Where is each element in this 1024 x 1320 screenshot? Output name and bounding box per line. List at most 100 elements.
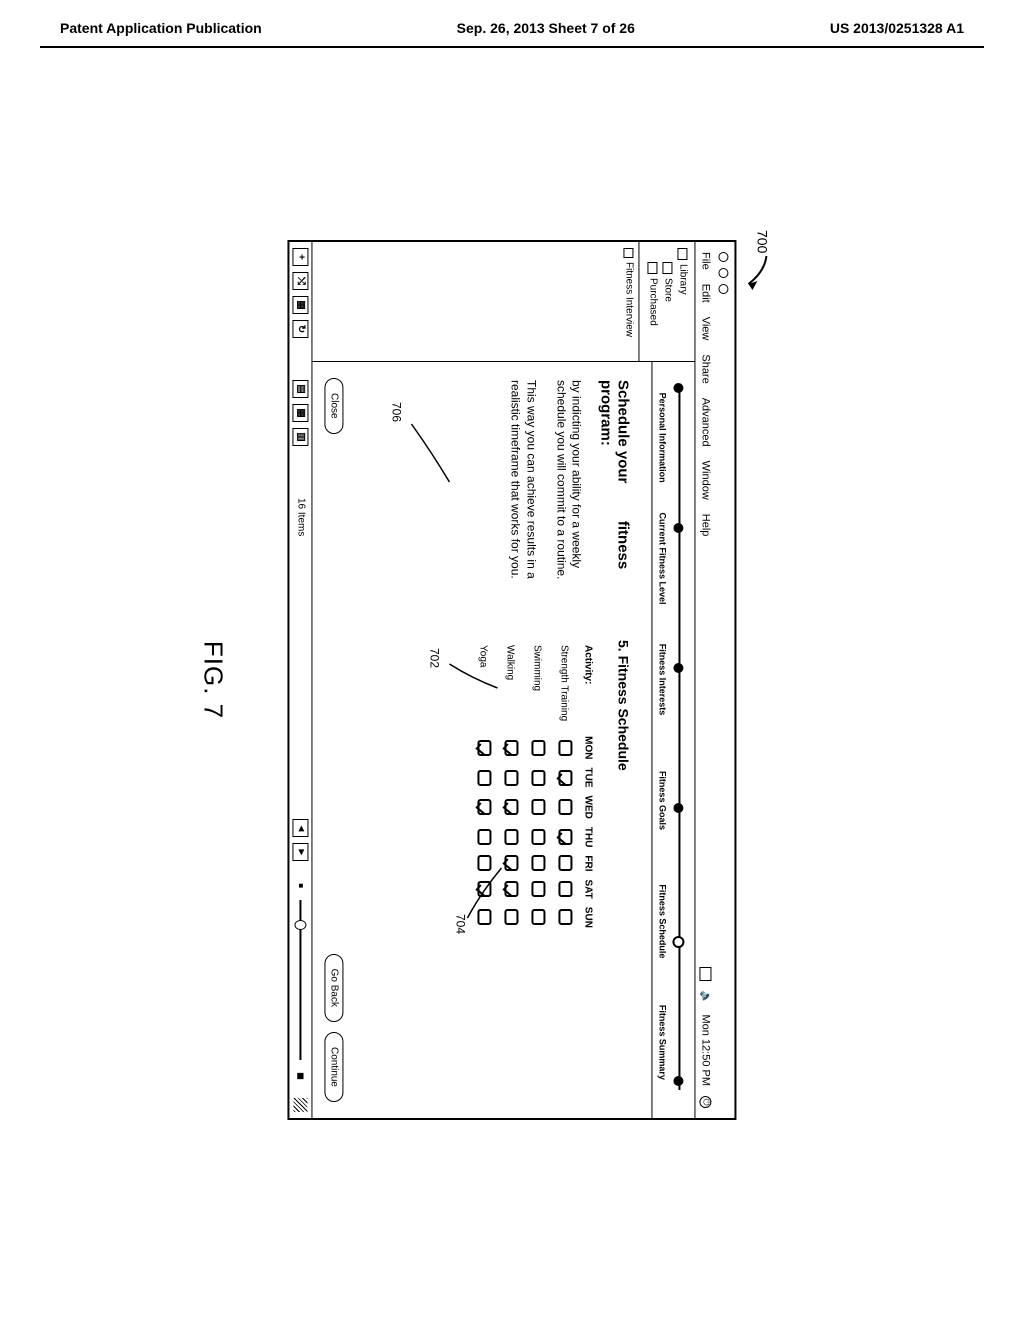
check-cell[interactable] [498, 793, 523, 822]
shuffle-button[interactable]: ⤭ [293, 272, 309, 290]
checkbox-icon[interactable] [505, 829, 519, 845]
window-close-icon[interactable] [718, 252, 728, 262]
view2-button[interactable]: ▦ [293, 404, 309, 422]
step-dot-5-active[interactable] [672, 936, 684, 948]
menu-window[interactable]: Window [700, 461, 712, 500]
check-cell[interactable] [525, 852, 550, 874]
check-cell[interactable] [498, 765, 523, 791]
step-dot-3[interactable] [673, 663, 683, 673]
view1-button[interactable]: ▤ [293, 380, 309, 398]
window-controls[interactable] [716, 242, 734, 1118]
sidebar-item-store[interactable]: Store [660, 242, 675, 361]
next-button[interactable]: ► [293, 843, 309, 861]
check-cell[interactable] [525, 824, 550, 851]
step-dot-1[interactable] [673, 383, 683, 393]
check-cell[interactable] [471, 824, 496, 851]
sidebar-item-purchased[interactable]: Purchased [645, 242, 660, 361]
items-count: 16 Items [295, 498, 306, 536]
sidebar-sub[interactable]: Fitness Interview [619, 242, 639, 361]
view3-button[interactable]: ▥ [293, 428, 309, 446]
check-cell[interactable] [552, 852, 577, 874]
check-cell[interactable] [498, 824, 523, 851]
checkbox-icon[interactable] [559, 909, 573, 925]
checkbox-icon[interactable] [505, 770, 519, 786]
progress-steps: Personal Information Current Fitness Lev… [652, 362, 695, 1118]
checkbox-icon[interactable] [532, 770, 546, 786]
header-center: Sep. 26, 2013 Sheet 7 of 26 [457, 20, 635, 36]
left-title-c: program: [598, 380, 615, 446]
check-cell[interactable] [525, 904, 550, 931]
checkbox-icon[interactable] [505, 909, 519, 925]
checkbox-checked-icon[interactable] [505, 881, 519, 897]
header-rule [40, 46, 984, 48]
close-button[interactable]: Close [325, 378, 344, 434]
col-sat: SAT [579, 877, 598, 902]
check-cell[interactable] [552, 733, 577, 762]
menu-advanced[interactable]: Advanced [700, 398, 712, 447]
checkbox-icon[interactable] [478, 829, 492, 845]
checkbox-icon[interactable] [559, 799, 573, 815]
step-dot-4[interactable] [673, 803, 683, 813]
figure-label-wrap: FIG. 7 [198, 641, 229, 719]
checkbox-icon[interactable] [532, 740, 546, 756]
checkbox-checked-icon[interactable] [478, 740, 492, 756]
left-title: Schedule your fitness program: [598, 380, 632, 610]
continue-button[interactable]: Continue [325, 1032, 344, 1102]
check-cell[interactable] [525, 793, 550, 822]
checkbox-icon[interactable] [532, 829, 546, 845]
check-cell[interactable] [471, 793, 496, 822]
check-cell[interactable] [525, 733, 550, 762]
col-wed: WED [579, 793, 598, 822]
check-cell[interactable] [471, 733, 496, 762]
checkbox-icon[interactable] [532, 855, 546, 871]
power-icon[interactable] [700, 1096, 712, 1108]
menu-view[interactable]: View [700, 317, 712, 341]
check-cell[interactable] [525, 765, 550, 791]
step-label-1: Personal Information [657, 380, 667, 495]
menu-help[interactable]: Help [700, 514, 712, 537]
check-cell[interactable] [552, 824, 577, 851]
checkbox-icon[interactable] [559, 740, 573, 756]
add-button[interactable]: + [293, 248, 309, 266]
check-cell[interactable] [552, 904, 577, 931]
zoom-slider[interactable] [300, 900, 302, 1060]
sidebar-item-library[interactable]: Library [675, 242, 690, 361]
step-dot-2[interactable] [673, 523, 683, 533]
grid-button[interactable]: ▦ [293, 296, 309, 314]
window-max-icon[interactable] [718, 284, 728, 294]
go-back-button[interactable]: Go Back [325, 954, 344, 1022]
menu-share[interactable]: Share [700, 354, 712, 383]
resize-grip-icon[interactable] [294, 1098, 308, 1112]
checkbox-icon[interactable] [532, 909, 546, 925]
checkbox-icon[interactable] [532, 881, 546, 897]
checkbox-icon[interactable] [478, 770, 492, 786]
step-dot-6[interactable] [673, 1076, 683, 1086]
zoom-thumb[interactable] [295, 920, 307, 930]
check-cell[interactable] [471, 765, 496, 791]
zoom-in-icon[interactable]: ■ [293, 1072, 308, 1080]
check-cell[interactable] [498, 733, 523, 762]
zoom-out-icon[interactable]: ■ [296, 883, 305, 888]
checkbox-checked-icon[interactable] [505, 740, 519, 756]
checkbox-icon[interactable] [559, 855, 573, 871]
checkbox-icon[interactable] [559, 881, 573, 897]
window-min-icon[interactable] [718, 268, 728, 278]
checkbox-checked-icon[interactable] [505, 855, 519, 871]
progress-track [676, 390, 680, 1090]
checkbox-icon[interactable] [532, 799, 546, 815]
loop-button[interactable]: ↻ [293, 320, 309, 338]
menu-file[interactable]: File [700, 252, 712, 270]
menu-edit[interactable]: Edit [700, 284, 712, 303]
check-cell[interactable] [552, 877, 577, 902]
library-icon [678, 248, 688, 260]
checkbox-checked-icon[interactable] [559, 829, 573, 845]
check-cell[interactable] [525, 877, 550, 902]
sidebar-label-library: Library [677, 264, 688, 295]
checkbox-checked-icon[interactable] [559, 770, 573, 786]
prev-button[interactable]: ◄ [293, 819, 309, 837]
check-cell[interactable] [552, 793, 577, 822]
check-cell[interactable] [552, 765, 577, 791]
menubar: File Edit View Share Advanced Window Hel… [694, 242, 716, 1118]
checkbox-checked-icon[interactable] [505, 799, 519, 815]
checkbox-checked-icon[interactable] [478, 799, 492, 815]
